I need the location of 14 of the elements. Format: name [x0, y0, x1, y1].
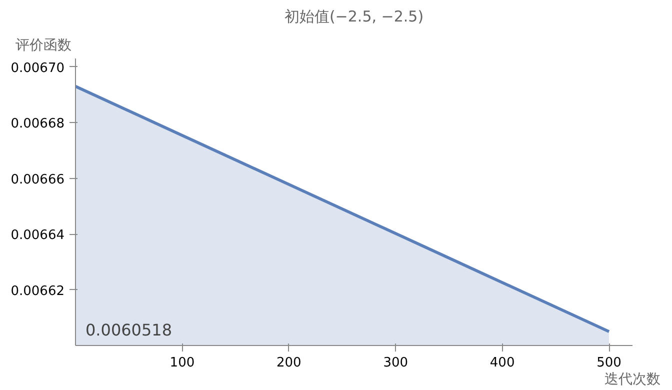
x-tick-label: 500	[596, 356, 622, 370]
chart-title: 初始值(−2.5, −2.5)	[284, 8, 424, 26]
y-tick-label: 0.00662	[10, 284, 65, 299]
y-tick-label: 0.00666	[10, 172, 65, 188]
x-tick-label: 400	[490, 356, 515, 370]
x-tick-label: 300	[383, 356, 408, 370]
x-tick-label: 100	[170, 356, 195, 370]
x-axis-title: 迭代次数	[604, 372, 660, 388]
x-tick-label: 200	[276, 356, 302, 370]
y-tick-label: 0.00664	[10, 228, 65, 244]
y-tick-label: 0.00670	[10, 60, 65, 76]
y-tick-label: 0.00668	[10, 116, 65, 132]
y-axis-title: 评价函数	[16, 38, 72, 54]
annotation: 0.0060518	[86, 320, 172, 340]
